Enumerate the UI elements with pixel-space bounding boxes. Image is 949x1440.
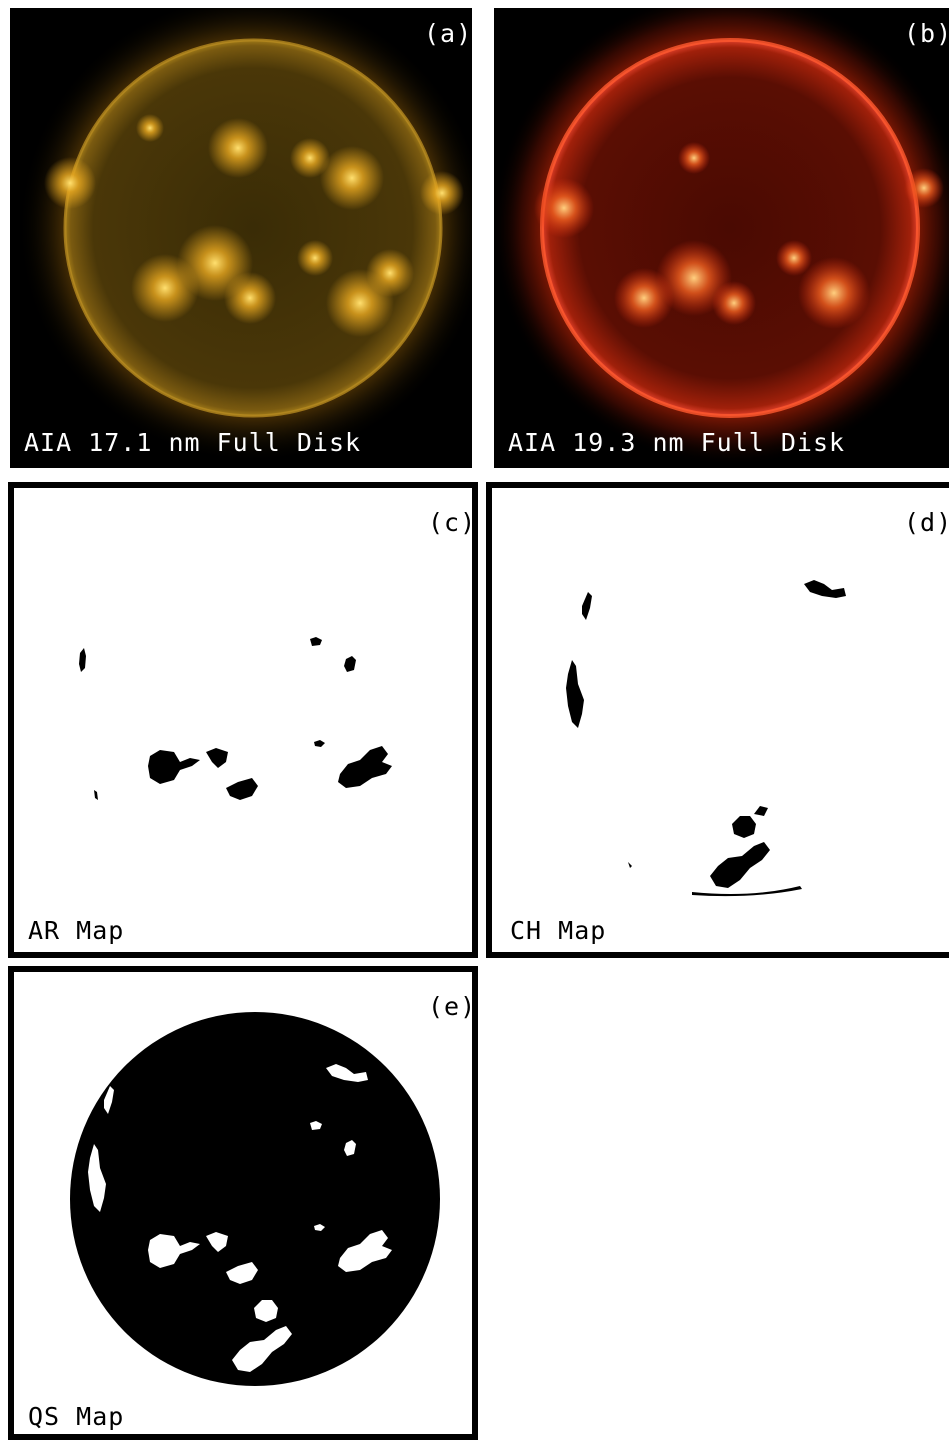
ar-map-image [79, 637, 392, 800]
panel-e-caption: QS Map [28, 1402, 125, 1431]
panel-a-tag: (a) [424, 19, 473, 48]
panel-a-caption: AIA 17.1 nm Full Disk [24, 428, 362, 457]
panel-e-qs-map: (e) QS Map [8, 966, 478, 1440]
panel-b-aia-193: (b) AIA 19.3 nm Full Disk [494, 8, 949, 468]
panel-d-caption: CH Map [510, 916, 607, 945]
solar-disk-193-image [494, 8, 949, 466]
panel-c-ar-map: (c) AR Map [8, 482, 478, 958]
panel-d-ch-map: (d) CH Map [486, 482, 949, 958]
solar-disk-171-image [18, 8, 472, 463]
ch-map-image [566, 580, 846, 897]
qs-map-image [70, 1012, 440, 1386]
panel-d-tag: (d) [904, 508, 949, 537]
panel-c-tag: (c) [428, 508, 477, 537]
panel-a-aia-171: (a) AIA 17.1 nm Full Disk [10, 8, 472, 468]
panel-e-tag: (e) [428, 992, 477, 1021]
panel-b-caption: AIA 19.3 nm Full Disk [508, 428, 846, 457]
panel-b-tag: (b) [904, 19, 949, 48]
panel-c-caption: AR Map [28, 916, 125, 945]
